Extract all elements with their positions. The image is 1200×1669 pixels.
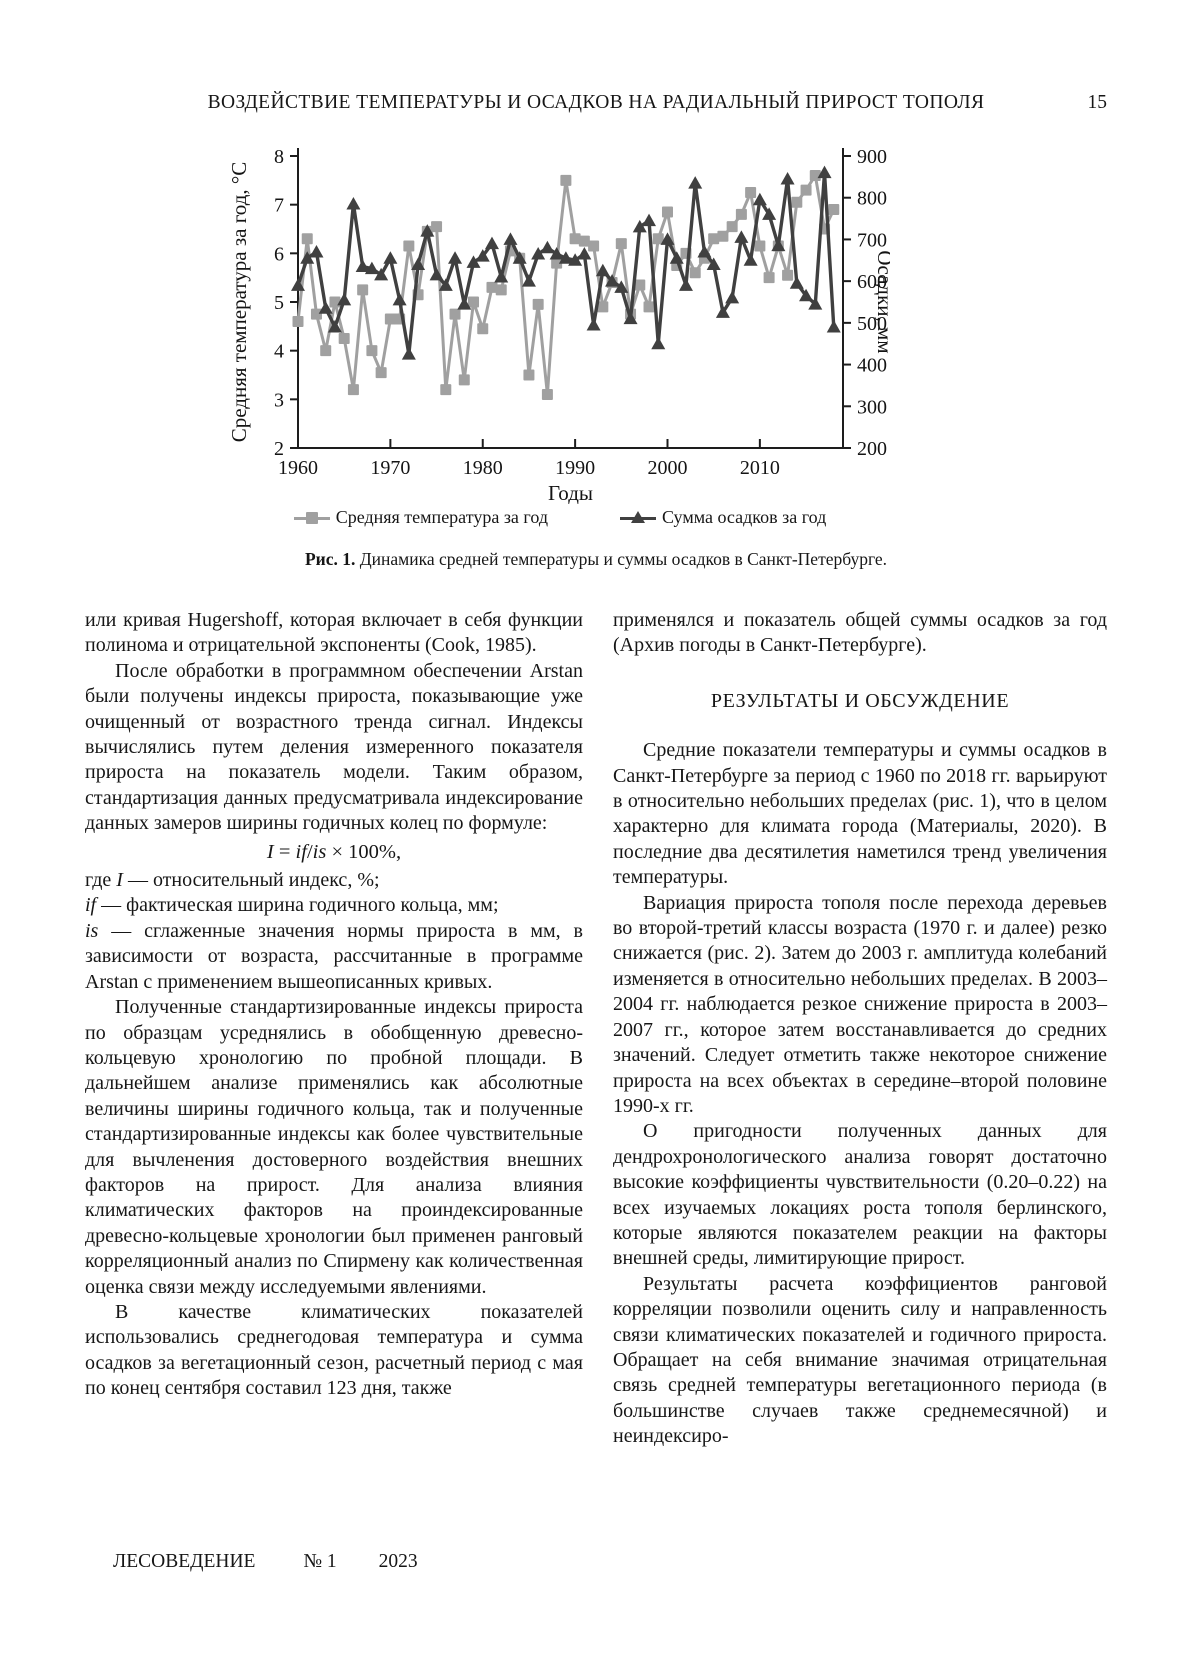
- formula-var-is: is: [312, 840, 327, 863]
- paragraph: О пригодности полученных данных для денд…: [613, 1120, 1107, 1270]
- def-var: I: [116, 869, 123, 892]
- paragraph: Средние показатели температуры и суммы о…: [613, 739, 1107, 889]
- svg-text:700: 700: [857, 229, 887, 251]
- def-prefix: где: [85, 869, 117, 892]
- paragraph: В качестве климатических показателей исп…: [85, 1300, 583, 1400]
- svg-text:1980: 1980: [463, 457, 503, 479]
- def-var: is: [85, 919, 99, 942]
- paragraph: Полученные стандартизированные индексы п…: [85, 996, 583, 1298]
- formula-var-I: I: [266, 840, 274, 863]
- temperature-series-marker-icon: [293, 511, 330, 525]
- svg-text:8: 8: [274, 146, 284, 168]
- figure-caption: Рис. 1. Динамика средней температуры и с…: [85, 549, 1107, 570]
- def-text: — сглаженные значения нормы прироста в м…: [85, 919, 583, 993]
- svg-text:800: 800: [857, 188, 887, 210]
- paragraph: Вариация прироста тополя после перехода …: [613, 891, 1107, 1117]
- svg-text:5: 5: [274, 292, 284, 314]
- figure-caption-text: Динамика средней температуры и суммы оса…: [355, 549, 888, 569]
- formula-tail: × 100%,: [326, 840, 402, 863]
- svg-text:6: 6: [274, 243, 284, 265]
- formula-slash: /: [306, 840, 313, 863]
- legend-item-precipitation: Сумма осадков за год: [620, 507, 826, 528]
- footer-issue: № 1: [303, 1551, 337, 1572]
- svg-text:4: 4: [274, 341, 284, 363]
- svg-text:1960: 1960: [278, 457, 318, 479]
- precipitation-series-marker-icon: [620, 510, 656, 525]
- figure-caption-label: Рис. 1.: [304, 549, 356, 569]
- def-var: if: [85, 894, 97, 917]
- svg-text:Годы: Годы: [548, 481, 593, 505]
- paragraph: или кривая Hugershoff, которая включает …: [85, 609, 583, 657]
- def-text: — фактическая ширина годичного кольца, м…: [96, 894, 499, 917]
- footer-year: 2023: [378, 1551, 418, 1572]
- footer-journal-name: ЛЕСОВЕДЕНИЕ: [113, 1551, 256, 1572]
- paragraph: После обработки в программном обеспечени…: [85, 659, 583, 835]
- formula-equals: =: [273, 840, 296, 863]
- svg-text:1990: 1990: [555, 457, 595, 479]
- svg-text:2010: 2010: [740, 457, 780, 479]
- svg-text:400: 400: [857, 355, 887, 377]
- legend-item-temperature: Средняя температура за год: [293, 507, 548, 528]
- def-text: — относительный индекс, %;: [122, 869, 380, 892]
- running-head-title: ВОЗДЕЙСТВИЕ ТЕМПЕРАТУРЫ И ОСАДКОВ НА РАД…: [207, 92, 985, 113]
- formula: I = if/is × 100%,: [85, 840, 583, 865]
- text-column-right: применялся и показатель общей суммы осад…: [613, 608, 1107, 1450]
- svg-text:600: 600: [857, 271, 887, 293]
- svg-text:900: 900: [857, 146, 887, 168]
- legend-label-temperature: Средняя температура за год: [335, 507, 548, 527]
- formula-definition: if — фактическая ширина годичного кольца…: [85, 893, 583, 918]
- legend-label-precipitation: Сумма осадков за год: [662, 507, 827, 527]
- svg-text:7: 7: [274, 195, 284, 217]
- svg-text:Осадки, мм: Осадки, мм: [873, 250, 890, 353]
- svg-text:2000: 2000: [647, 457, 687, 479]
- svg-text:Средняя температура за год, °C: Средняя температура за год, °C: [230, 162, 251, 443]
- formula-var-if: if: [295, 840, 307, 863]
- journal-footer: ЛЕСОВЕДЕНИЕ № 1 2023: [113, 1551, 418, 1573]
- text-column-left: или кривая Hugershoff, которая включает …: [85, 608, 583, 1402]
- svg-text:200: 200: [857, 438, 887, 460]
- figure-1-chart: 2 3 4 5 6 7 8 200 300 400 500 600 700 800 900 1960 1970 1…: [230, 146, 890, 505]
- page-number: 15: [1087, 92, 1108, 113]
- svg-text:300: 300: [857, 396, 887, 418]
- paragraph: Результаты расчета коэффициентов рангово…: [613, 1272, 1107, 1448]
- formula-definition: is — сглаженные значения нормы прироста …: [85, 919, 583, 995]
- section-heading: РЕЗУЛЬТАТЫ И ОБСУЖДЕНИЕ: [710, 689, 1010, 712]
- svg-text:3: 3: [274, 389, 284, 411]
- chart-legend: Средняя температура за год Сумма осадков…: [230, 507, 890, 528]
- svg-text:1970: 1970: [370, 457, 410, 479]
- svg-text:500: 500: [857, 313, 887, 335]
- formula-definition: где I — относительный индекс, %;: [85, 868, 583, 893]
- paragraph: применялся и показатель общей суммы осад…: [613, 609, 1107, 657]
- svg-text:2: 2: [274, 438, 284, 460]
